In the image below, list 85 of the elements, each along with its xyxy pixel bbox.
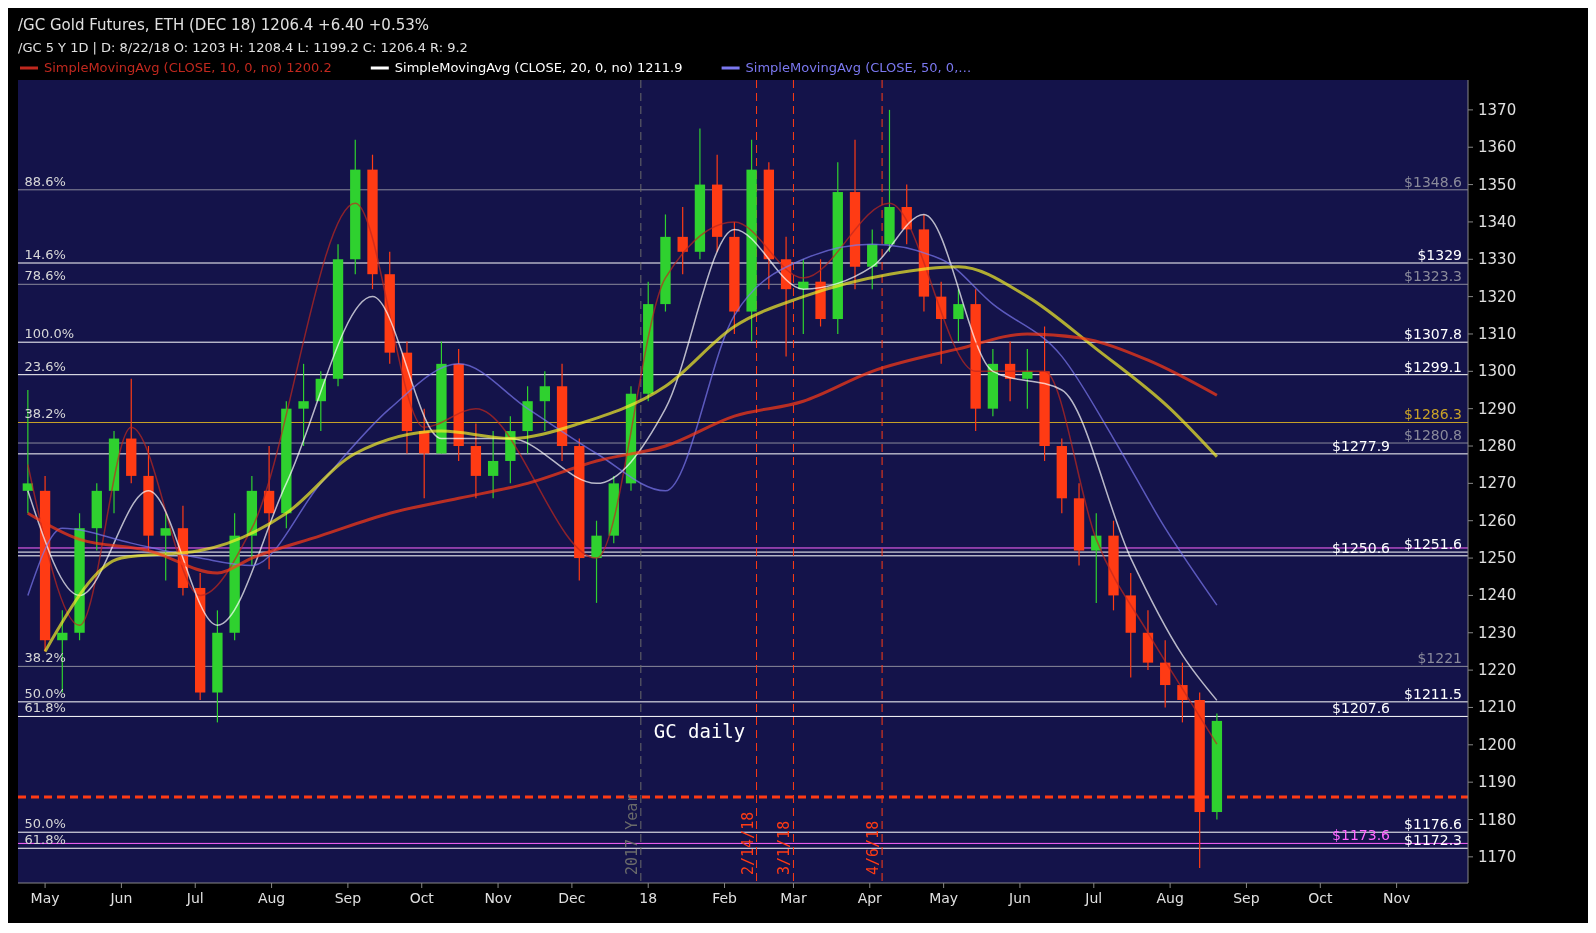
x-tick-label: Oct (1308, 890, 1333, 906)
ref-line-label: $1299.1 (1404, 358, 1462, 375)
y-tick-label: 1250 (1478, 549, 1517, 568)
annotation: 88.6% (24, 173, 66, 189)
y-tick-label: 1290 (1478, 399, 1517, 418)
x-tick-label: Aug (1156, 890, 1184, 906)
ref-line-label: $1251.6 (1404, 536, 1463, 553)
x-tick-label: Nov (1382, 890, 1411, 906)
y-tick-label: 1310 (1478, 324, 1517, 343)
y-tick-label: 1350 (1478, 175, 1517, 194)
legend-label: SimpleMovingAvg (CLOSE, 50, 0,… (745, 60, 972, 75)
legend-label: SimpleMovingAvg (CLOSE, 10, 0, no) 1200.2 (44, 60, 332, 75)
ref-line-label: $1280.8 (1404, 427, 1462, 444)
y-tick-label: 1200 (1478, 735, 1517, 754)
candlestick (677, 206, 688, 275)
ref-line-label: $1348.6 (1404, 173, 1463, 190)
x-tick-label: Dec (558, 890, 586, 906)
y-tick-label: 1300 (1478, 362, 1517, 381)
ref-line-label: 2/14/18 (738, 811, 757, 875)
x-tick-label: Apr (857, 890, 883, 906)
x-tick-label: Mar (780, 890, 807, 906)
candlestick (591, 520, 602, 604)
annotation: 61.8% (24, 700, 66, 716)
candlestick (1022, 348, 1033, 410)
x-tick-label: Oct (409, 890, 435, 906)
ref-line-label: $1176.6 (1404, 816, 1463, 833)
y-tick-label: 1270 (1478, 474, 1517, 493)
x-tick-label: Jun (109, 890, 133, 906)
y-tick-label: 1240 (1478, 586, 1517, 605)
candlestick (867, 228, 878, 290)
chart-subtitle: /GC 5 Y 1D | D: 8/22/18 O: 1203 H: 1208.4 L: 1199.2 C: 1206.4 R: 9.2 (18, 40, 468, 55)
candlestick (1160, 639, 1171, 709)
ref-line-label: $1221 (1417, 650, 1462, 667)
ref-line-label: $1250.6 (1332, 539, 1391, 556)
annotation: 14.6% (24, 247, 66, 263)
ref-line-label: $1211.5 (1404, 685, 1462, 702)
candlestick (539, 370, 550, 432)
candlestick (263, 445, 275, 570)
y-tick-label: 1170 (1478, 847, 1517, 866)
candlestick (953, 288, 964, 343)
ref-line-label: $1329 (1417, 247, 1462, 264)
annotation: 78.6% (24, 268, 66, 284)
ref-line-label: 4/6/18 (864, 820, 883, 875)
x-tick-label: Sep (334, 890, 362, 906)
x-tick-label: Jul (1084, 890, 1103, 906)
candlestick (160, 512, 171, 582)
annotation: GC daily (653, 720, 746, 743)
y-tick-label: 1260 (1478, 511, 1517, 530)
ref-line-label: $1207.6 (1332, 700, 1391, 717)
y-tick-label: 1190 (1478, 773, 1517, 792)
y-tick-label: 1340 (1478, 212, 1517, 231)
line-series (27, 243, 1218, 606)
candlestick (487, 430, 499, 499)
y-tick-label: 1360 (1478, 138, 1517, 157)
legend-label: SimpleMovingAvg (CLOSE, 20, 0, no) 1211.9 (394, 60, 683, 75)
chart-title: /GC Gold Futures, ETH (DEC 18) 1206.4 +6.40 +0.53% (18, 16, 430, 34)
annotation: 50.0% (24, 685, 66, 701)
annotation: 23.6% (24, 358, 66, 374)
ref-line-label: $1307.8 (1404, 326, 1462, 343)
ref-line-label: 3/1/18 (775, 820, 794, 875)
y-tick-label: 1210 (1478, 698, 1517, 717)
x-tick-label: Jun (1008, 890, 1031, 906)
x-tick-label: Jul (185, 890, 204, 906)
x-tick-label: May (30, 890, 60, 906)
y-tick-label: 1220 (1478, 661, 1517, 680)
x-tick-label: Aug (257, 890, 286, 906)
x-tick-label: Sep (1233, 890, 1260, 906)
x-tick-label: 18 (639, 890, 658, 906)
ref-line-label: $1286.3 (1404, 406, 1462, 423)
x-tick-label: Feb (712, 890, 738, 906)
x-tick-label: Nov (484, 890, 512, 906)
ref-line-label: $1277.9 (1332, 437, 1390, 454)
y-tick-label: 1370 (1478, 100, 1517, 119)
candlestick (298, 363, 309, 447)
y-tick-label: 1280 (1478, 437, 1517, 456)
y-tick-label: 1180 (1478, 810, 1517, 829)
candlestick (1177, 662, 1188, 723)
ref-line-label: $1323.3 (1404, 268, 1462, 285)
y-tick-label: 1230 (1478, 623, 1517, 642)
annotation: 50.0% (24, 816, 66, 832)
ref-line-label: 2017 Year (622, 793, 641, 875)
x-tick-label: May (929, 890, 959, 906)
y-tick-label: 1330 (1478, 250, 1517, 269)
y-tick-label: 1320 (1478, 287, 1517, 306)
annotation: 100.0% (24, 326, 75, 342)
